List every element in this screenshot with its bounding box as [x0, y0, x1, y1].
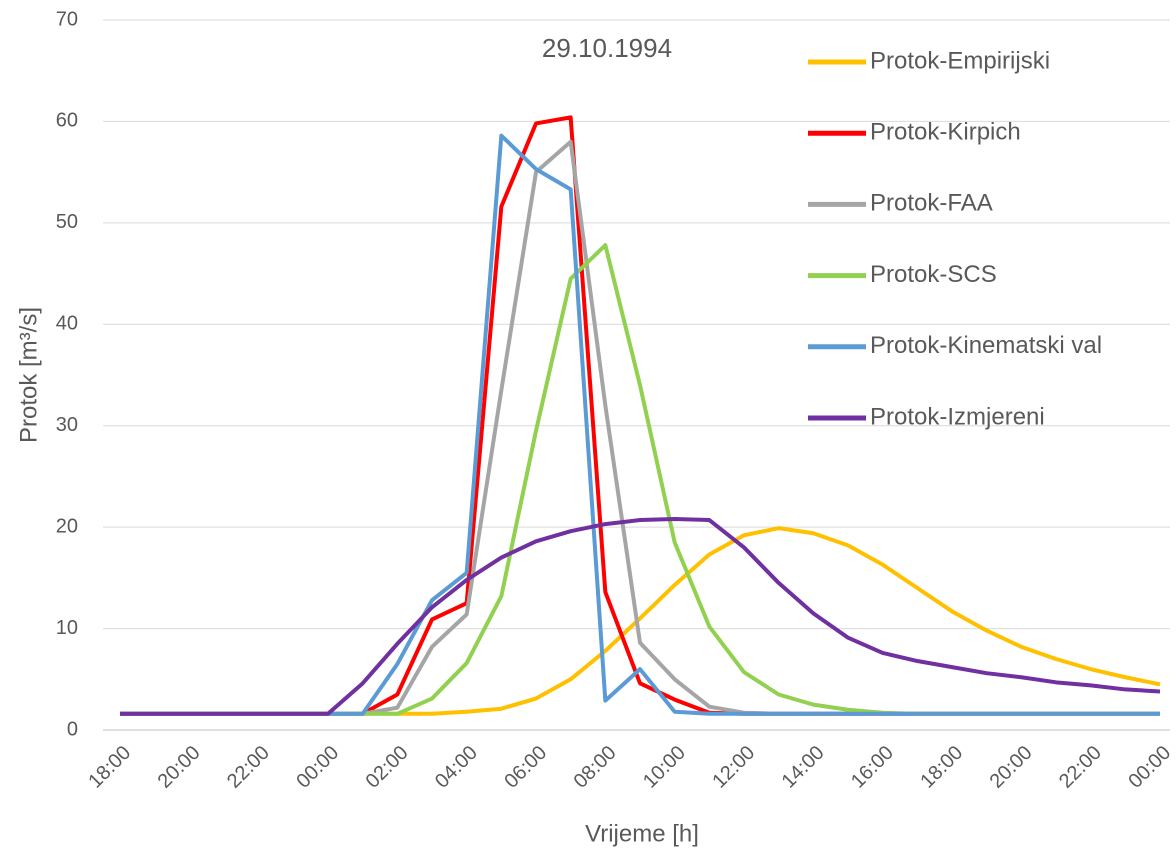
x-tick-label: 20:00 [154, 742, 205, 793]
x-axis-label: Vrijeme [h] [585, 820, 699, 847]
x-tick-label: 14:00 [778, 742, 829, 793]
legend-label: Protok-Kinematski val [870, 332, 1102, 359]
x-tick-label: 22:00 [1055, 742, 1106, 793]
x-tick-label: 02:00 [362, 742, 413, 793]
y-tick-label: 60 [56, 110, 78, 132]
legend-label: Protok-SCS [870, 261, 997, 288]
x-tick-label: 22:00 [223, 742, 274, 793]
x-tick-label: 00:00 [292, 742, 343, 793]
y-axis-label: Protok [m³/s] [15, 307, 42, 443]
x-tick-label: 18:00 [916, 742, 967, 793]
legend-label: Protok-FAA [870, 190, 993, 217]
x-tick-label: 18:00 [84, 742, 135, 793]
x-tick-label: 10:00 [639, 742, 690, 793]
y-tick-label: 50 [56, 211, 78, 233]
legend-label: Protok-Kirpich [870, 119, 1021, 146]
x-tick-label: 16:00 [847, 742, 898, 793]
y-tick-label: 70 [56, 8, 78, 30]
x-tick-label: 20:00 [986, 742, 1037, 793]
y-tick-label: 40 [56, 313, 78, 335]
x-tick-label: 00:00 [1124, 742, 1175, 793]
series-line [120, 517, 1161, 716]
x-tick-label: 08:00 [570, 742, 621, 793]
x-tick-label: 06:00 [500, 742, 551, 793]
y-tick-label: 20 [56, 515, 78, 537]
series-line [120, 526, 1161, 716]
chart-title: 29.10.1994 [542, 33, 672, 63]
y-tick-label: 30 [56, 414, 78, 436]
y-tick-label: 0 [67, 718, 78, 740]
x-tick-label: 12:00 [708, 742, 759, 793]
legend-label: Protok-Empirijski [870, 47, 1050, 74]
y-tick-label: 10 [56, 617, 78, 639]
legend-label: Protok-Izmjereni [870, 403, 1045, 430]
x-tick-label: 04:00 [431, 742, 482, 793]
